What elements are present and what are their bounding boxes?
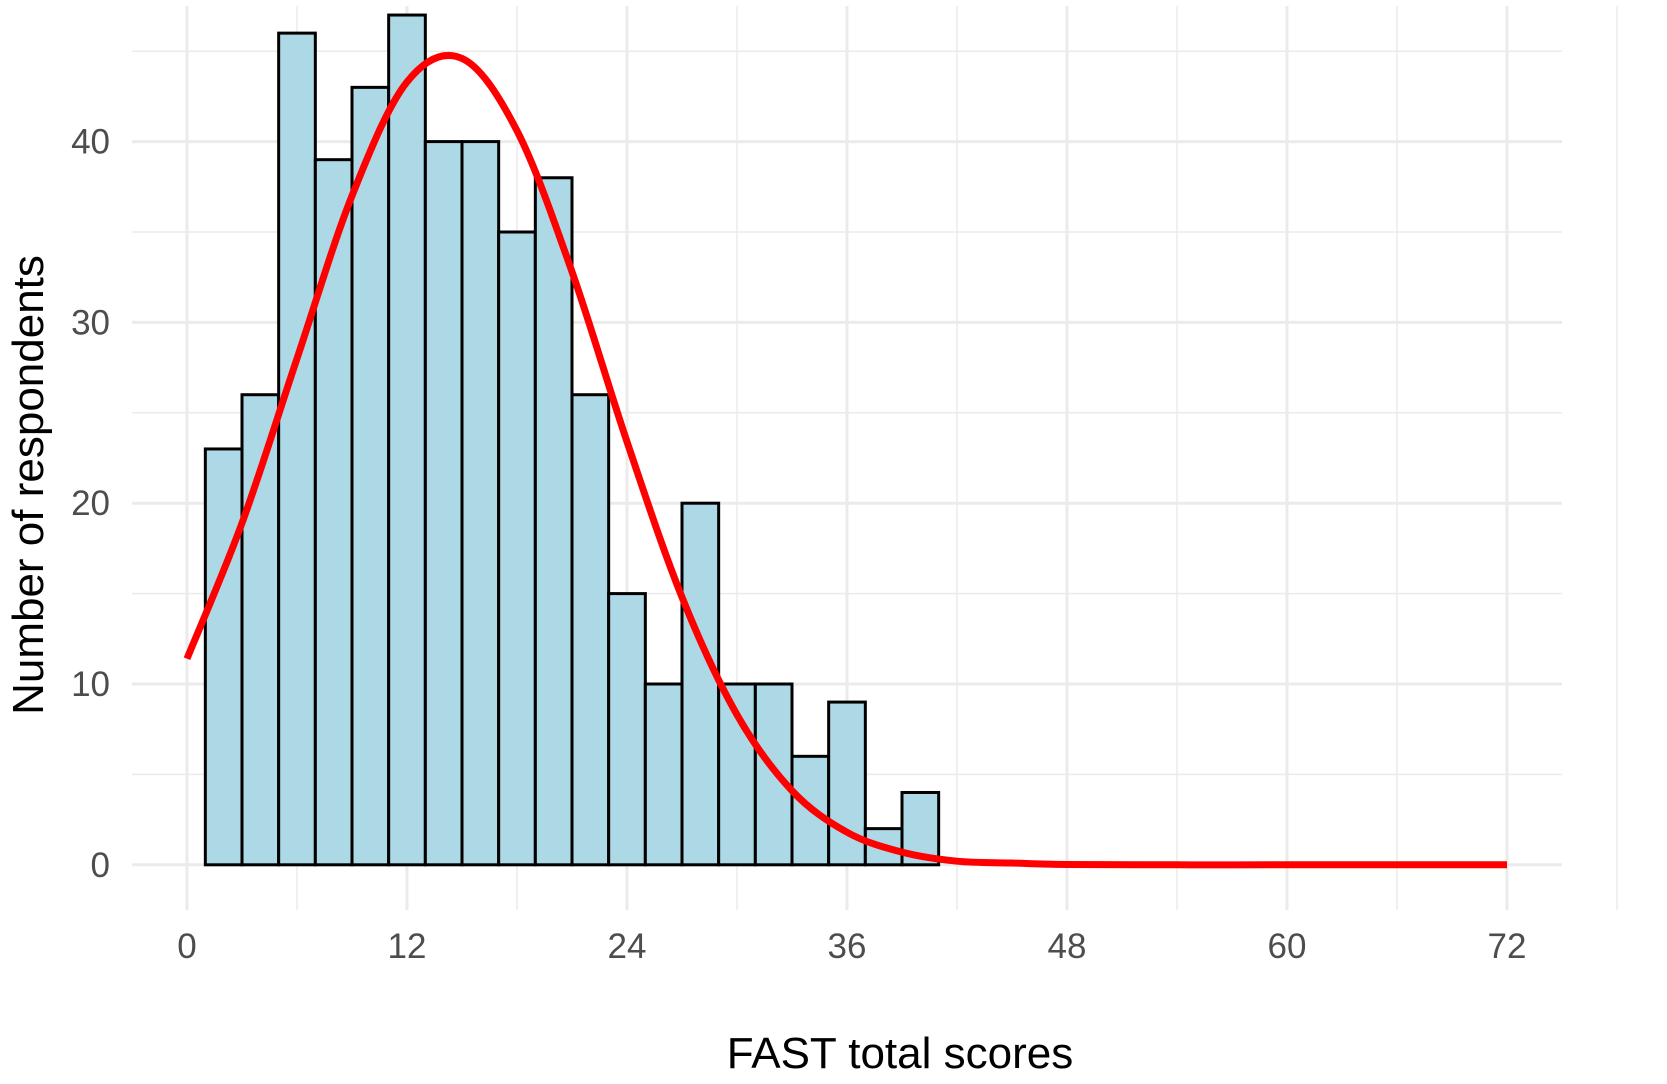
density-curve [183,51,1507,869]
y-tick-label: 0 [91,846,110,885]
histogram-bar [423,140,464,867]
x-tick-label: 24 [608,927,647,966]
histogram-bar [387,13,427,867]
histogram-bar [607,592,647,867]
y-axis-tick-labels: 0 10 20 30 40 [71,123,110,885]
histogram-bar [277,31,317,867]
histogram-bars [203,13,941,867]
x-tick-label: 12 [388,927,427,966]
y-tick-label: 10 [71,665,110,704]
x-axis-title: FAST total scores [727,1029,1073,1078]
histogram-bar [350,85,391,867]
histogram-bar [203,447,244,867]
histogram-bar [570,393,611,867]
y-tick-label: 20 [71,484,110,523]
histogram-bar [460,140,501,867]
x-axis-tick-labels: 0 12 24 36 48 60 72 [177,927,1526,966]
x-tick-label: 72 [1488,927,1527,966]
x-tick-label: 36 [828,927,867,966]
x-tick-label: 48 [1048,927,1087,966]
histogram-bar [497,230,537,867]
histogram-bar [680,501,721,867]
histogram-bar [643,682,684,867]
x-tick-label: 0 [177,927,196,966]
x-tick-label: 60 [1268,927,1307,966]
density-curve-layer [183,51,1507,869]
y-tick-label: 30 [71,303,110,342]
histogram-bar [313,158,354,867]
histogram-bar [533,176,574,867]
y-axis-title: Number of respondents [4,255,53,715]
y-tick-label: 40 [71,123,110,162]
